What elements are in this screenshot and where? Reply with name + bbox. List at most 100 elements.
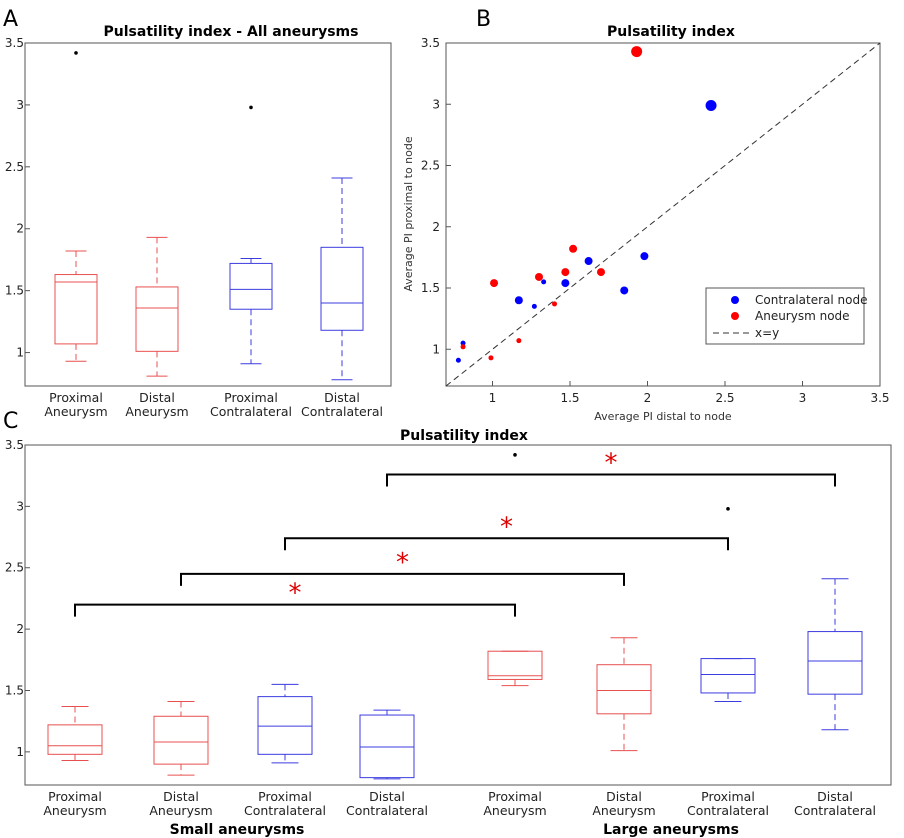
box-5 (487, 453, 543, 687)
bracket-line (74, 603, 516, 617)
x-tick-label: 1.5 (560, 391, 579, 405)
panel-b-title: Pulsatility index (607, 24, 735, 40)
iqr-box (359, 714, 415, 779)
panel-b-axes (445, 42, 881, 387)
box-4 (359, 709, 415, 780)
box-7 (700, 507, 756, 703)
scatter-point (705, 99, 717, 111)
iqr-box (153, 715, 209, 765)
y-tick-label: 3 (16, 98, 24, 112)
significance-star: * (396, 548, 409, 578)
y-tick-label: 1.5 (5, 683, 24, 697)
category-label-line2: Aneurysm (483, 803, 546, 818)
category-label-line2: Aneurysm (125, 404, 188, 419)
category-label-line2: Contralateral (210, 404, 292, 419)
significance-bracket: * (386, 448, 836, 487)
panel-letter-b: B (476, 7, 491, 32)
x-tick-label: 2.5 (715, 391, 734, 405)
box-4 (320, 177, 364, 381)
iqr-box (596, 664, 652, 715)
scatter-point (584, 257, 593, 266)
box-6 (596, 637, 652, 752)
outlier-point (74, 51, 78, 55)
box-1 (54, 51, 98, 362)
scatter-point (561, 279, 570, 288)
y-tick-label: 1 (16, 745, 24, 759)
scatter-point (455, 357, 461, 363)
box-2 (153, 701, 209, 776)
panel-a-axes (24, 42, 392, 387)
category-label-line1: Proximal (488, 789, 542, 804)
y-tick-label: 3.5 (5, 438, 24, 452)
panel-c-plot: 11.522.533.5ProximalAneurysmDistalAneury… (5, 438, 876, 818)
panel-c-title: Pulsatility index (400, 428, 528, 444)
scatter-point (631, 46, 643, 58)
y-tick-label: 1.5 (5, 284, 24, 298)
scatter-point (597, 268, 605, 277)
box-3 (257, 683, 313, 764)
bracket-line (180, 572, 625, 586)
category-label-line1: Distal (324, 390, 360, 405)
category-label-line2: Aneurysm (43, 803, 106, 818)
scatter-point (460, 344, 466, 350)
x-tick-label: 3.5 (870, 391, 889, 405)
iqr-box (54, 274, 98, 345)
group-label-small: Small aneurysms (170, 822, 305, 838)
category-label-line2: Contralateral (794, 803, 876, 818)
outlier-point (249, 105, 253, 110)
scatter-point (620, 286, 629, 295)
y-tick-label: 3.5 (421, 36, 440, 50)
y-tick-label: 2.5 (5, 561, 24, 575)
significance-bracket: * (74, 579, 516, 617)
scatter-point (488, 355, 494, 361)
category-label-line1: Proximal (701, 789, 755, 804)
y-tick-label: 1.5 (421, 281, 440, 295)
reference-line-xy (445, 42, 881, 387)
bracket-line (386, 473, 836, 487)
category-label-line2: Aneurysm (592, 803, 655, 818)
scatter-point (490, 279, 499, 288)
panel-b-plot: 1 1.5 2 2.5 3 3.5 1 1.5 2 2.5 3 3.5 (421, 36, 890, 405)
category-label-line2: Contralateral (346, 803, 428, 818)
outlier-point (513, 453, 517, 457)
category-label-line1: Proximal (224, 390, 278, 405)
significance-bracket: * (180, 548, 625, 586)
y-tick-label: 1 (432, 342, 440, 356)
iqr-box (47, 724, 103, 755)
panel-letter-a: A (3, 7, 18, 32)
iqr-box (807, 631, 863, 695)
panel-a-plot: 11.522.533.5ProximalAneurysmDistalAneury… (5, 36, 383, 419)
bracket-line (284, 537, 729, 551)
legend-label-xy: x=y (755, 326, 779, 340)
legend-marker-contralateral (731, 296, 739, 304)
y-tick-label: 2 (16, 622, 24, 636)
panel-c-axes (24, 444, 892, 786)
panel-b-legend: Contralateral node Aneurysm node x=y (705, 287, 867, 345)
category-label-line1: Distal (817, 789, 853, 804)
panel-b-xlabel: Average PI distal to node (594, 410, 732, 423)
iqr-box (487, 650, 543, 680)
panel-letter-c: C (3, 409, 18, 434)
y-tick-label: 3 (16, 499, 24, 513)
significance-star: * (605, 448, 618, 478)
scatter-point (535, 272, 543, 281)
scatter-series-1 (455, 99, 717, 363)
box-1 (47, 705, 103, 761)
category-label-line2: Contralateral (687, 803, 769, 818)
iqr-box (135, 286, 179, 352)
y-tick-label: 1 (16, 346, 24, 360)
category-label-line1: Distal (163, 789, 199, 804)
scatter-point (561, 268, 570, 277)
significance-bracket: * (284, 512, 729, 551)
panel-a-title: Pulsatility index - All aneurysms (104, 24, 359, 40)
y-tick-label: 2 (16, 222, 24, 236)
scatter-point (541, 279, 547, 285)
y-tick-label: 2.5 (421, 159, 440, 173)
category-label-line1: Proximal (258, 789, 312, 804)
category-label-line1: Distal (139, 390, 175, 405)
legend-label-aneurysm: Aneurysm node (755, 309, 850, 323)
scatter-point (531, 303, 537, 309)
scatter-series-2 (460, 46, 643, 361)
y-tick-label: 3.5 (5, 36, 24, 50)
